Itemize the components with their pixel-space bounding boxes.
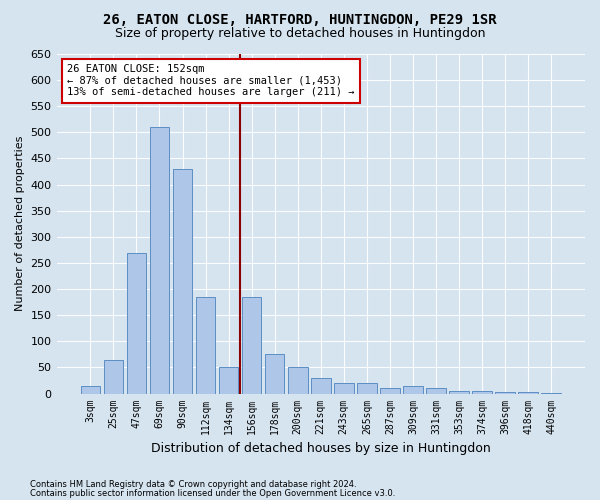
Bar: [403, 386, 423, 394]
Bar: [173, 169, 193, 394]
Bar: [265, 354, 284, 394]
Bar: [541, 392, 561, 394]
Bar: [80, 386, 100, 394]
Bar: [334, 383, 353, 394]
Bar: [219, 368, 238, 394]
Bar: [242, 297, 262, 394]
Bar: [196, 297, 215, 394]
Text: 26, EATON CLOSE, HARTFORD, HUNTINGDON, PE29 1SR: 26, EATON CLOSE, HARTFORD, HUNTINGDON, P…: [103, 12, 497, 26]
Bar: [104, 360, 123, 394]
X-axis label: Distribution of detached houses by size in Huntingdon: Distribution of detached houses by size …: [151, 442, 491, 455]
Bar: [311, 378, 331, 394]
Bar: [472, 391, 492, 394]
Text: Size of property relative to detached houses in Huntingdon: Size of property relative to detached ho…: [115, 28, 485, 40]
Bar: [496, 392, 515, 394]
Bar: [149, 127, 169, 394]
Bar: [518, 392, 538, 394]
Bar: [288, 368, 308, 394]
Bar: [357, 383, 377, 394]
Bar: [426, 388, 446, 394]
Y-axis label: Number of detached properties: Number of detached properties: [15, 136, 25, 312]
Bar: [127, 252, 146, 394]
Text: 26 EATON CLOSE: 152sqm
← 87% of detached houses are smaller (1,453)
13% of semi-: 26 EATON CLOSE: 152sqm ← 87% of detached…: [67, 64, 355, 98]
Bar: [449, 391, 469, 394]
Bar: [380, 388, 400, 394]
Text: Contains HM Land Registry data © Crown copyright and database right 2024.: Contains HM Land Registry data © Crown c…: [30, 480, 356, 489]
Text: Contains public sector information licensed under the Open Government Licence v3: Contains public sector information licen…: [30, 488, 395, 498]
